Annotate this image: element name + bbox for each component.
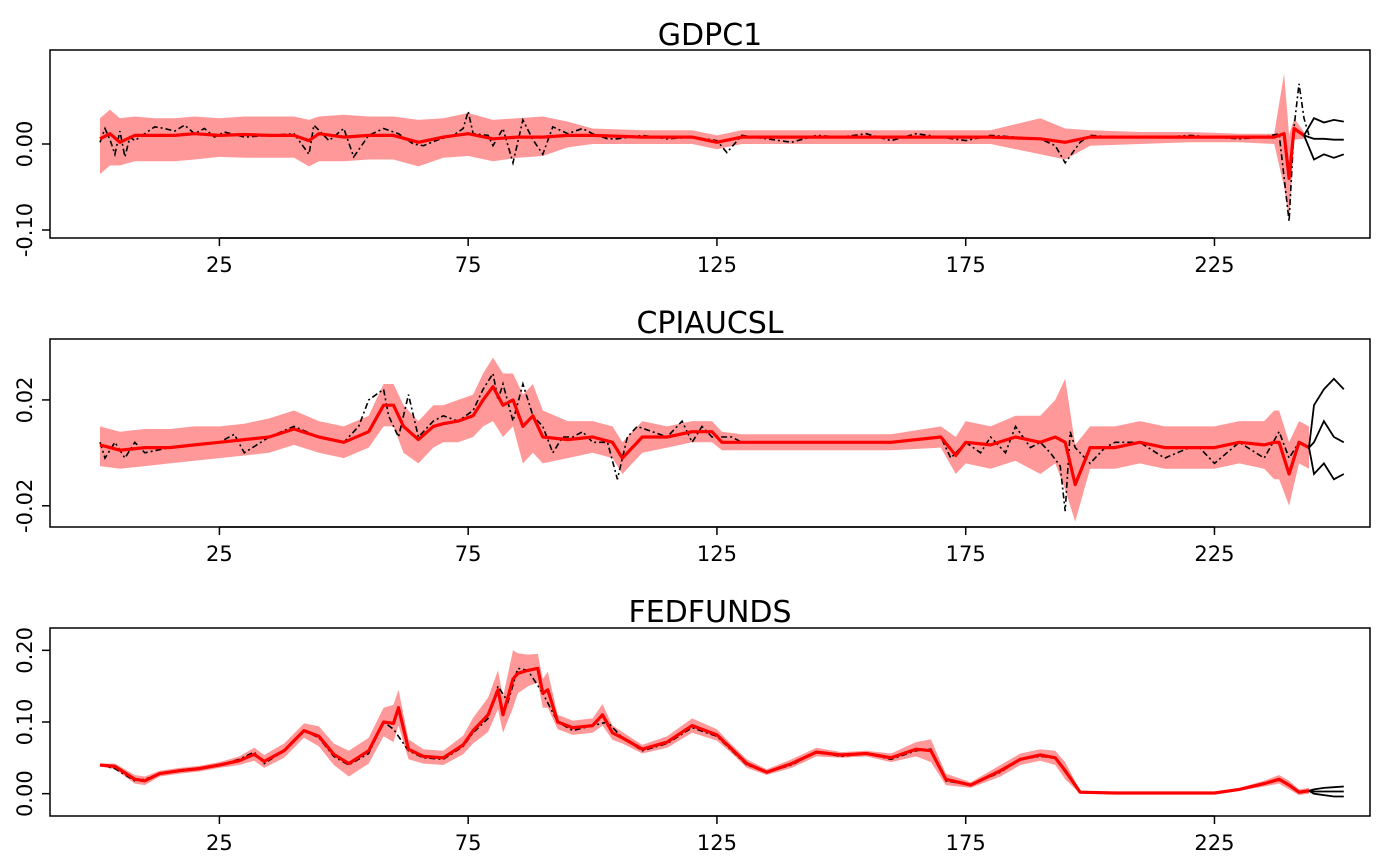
panel-gdpc1: GDPC1 25 75 125 175 225 -0.10 0.00	[13, 18, 1371, 277]
y-tick-label: 0.02	[13, 377, 37, 424]
fitted-line	[99, 666, 1310, 795]
x-tick-label: 175	[946, 542, 986, 566]
y-tick-label: 0.20	[13, 627, 37, 674]
forecast-path-lower	[1308, 790, 1344, 798]
forecast-path-lower	[1303, 135, 1345, 161]
plot-area	[99, 73, 1345, 222]
y-tick-label: 0.10	[13, 699, 37, 746]
interval-band	[100, 650, 1309, 796]
panel-title: CPIAUCSL	[636, 306, 783, 341]
forecast-path-center	[1308, 419, 1345, 449]
interval-band	[100, 357, 1309, 522]
fitted-line	[99, 126, 1305, 180]
x-tick-label: 175	[946, 831, 986, 855]
forecast-path-upper	[1303, 117, 1344, 136]
x-tick-label: 225	[1194, 831, 1234, 855]
x-tick-label: 75	[455, 542, 482, 566]
panel-fedfunds: FEDFUNDS 25 75 125 175 225 0.00 0.10 0.20	[13, 595, 1371, 855]
panel-title: FEDFUNDS	[628, 595, 791, 630]
x-tick-label: 175	[946, 253, 986, 277]
y-tick-label: -0.02	[13, 479, 37, 533]
y-tick-label: 0.00	[13, 770, 37, 817]
x-tick-label: 75	[455, 253, 482, 277]
x-tick-label: 225	[1194, 542, 1234, 566]
y-axis: -0.02 0.02	[13, 377, 50, 533]
x-tick-label: 75	[455, 831, 482, 855]
x-tick-label: 125	[697, 253, 737, 277]
y-tick-label: 0.00	[13, 121, 37, 168]
x-tick-label: 225	[1194, 253, 1234, 277]
x-axis: 25 75 125 175 225	[206, 237, 1235, 277]
y-tick-label: -0.10	[13, 203, 37, 257]
x-tick-label: 125	[697, 831, 737, 855]
x-tick-label: 25	[206, 831, 233, 855]
forecast-path-center	[1308, 789, 1344, 793]
forecast-path-upper	[1308, 785, 1344, 792]
y-axis: -0.10 0.00	[13, 121, 50, 257]
plot-area	[99, 650, 1344, 798]
fitted-line	[99, 385, 1310, 487]
panel-title: GDPC1	[658, 18, 762, 53]
plot-area	[99, 357, 1345, 522]
x-tick-label: 25	[206, 542, 233, 566]
x-tick-label: 25	[206, 253, 233, 277]
interval-band	[100, 73, 1304, 222]
forecast-path-lower	[1308, 447, 1345, 481]
forecast-path-upper	[1308, 377, 1345, 448]
x-tick-label: 125	[697, 542, 737, 566]
observed-line	[99, 371, 1310, 512]
x-axis: 25 75 125 175 225	[206, 815, 1235, 855]
panel-frame	[49, 627, 1371, 817]
forecast-path-center	[1303, 134, 1344, 141]
y-axis: 0.00 0.10 0.20	[13, 627, 50, 817]
panel-cpiaucsl: CPIAUCSL 25 75 125 175 225 -0.02 0.02	[13, 306, 1371, 566]
x-axis: 25 75 125 175 225	[206, 526, 1235, 566]
